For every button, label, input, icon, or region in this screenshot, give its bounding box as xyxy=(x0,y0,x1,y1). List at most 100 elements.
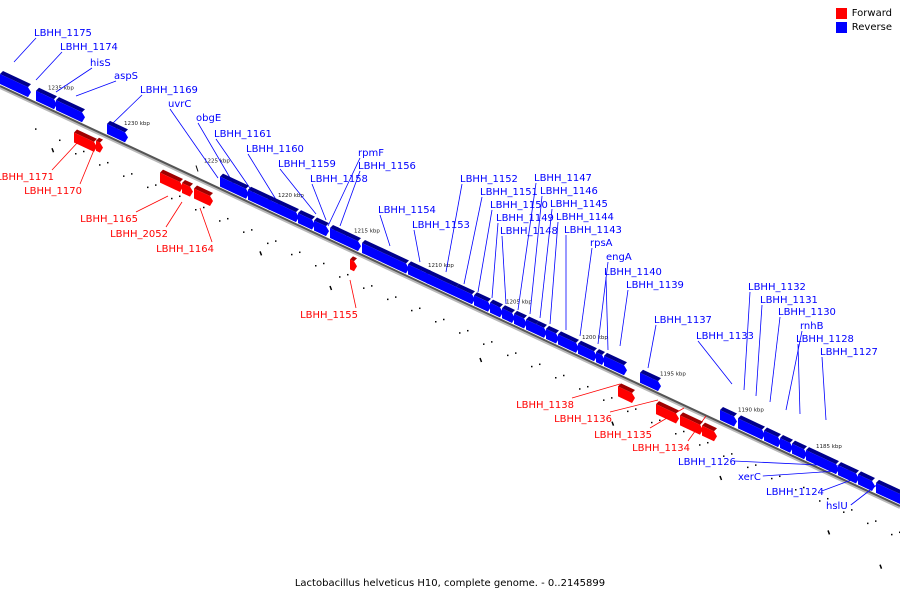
guide-dot xyxy=(851,509,853,511)
gene-reverse xyxy=(362,239,409,274)
leader-line xyxy=(327,157,361,227)
reverse-gene-label: LBHH_1175 xyxy=(34,28,92,39)
gene-top xyxy=(56,97,85,113)
gene-body xyxy=(490,302,503,318)
guide-dash xyxy=(827,530,831,535)
gene-reverse xyxy=(806,447,839,475)
leader-line xyxy=(13,37,37,63)
genome-caption: Lactobacillus helveticus H10, complete g… xyxy=(294,578,606,589)
leader-line xyxy=(755,304,763,397)
tail-gene-label: hslU xyxy=(826,501,848,512)
guide-dot xyxy=(539,363,541,366)
reverse-gene-label: LBHH_1144 xyxy=(556,212,614,223)
gene-reverse xyxy=(36,87,57,110)
gene-body xyxy=(298,213,315,230)
gene-top xyxy=(456,283,475,295)
guide-dot xyxy=(891,533,893,536)
gene-top xyxy=(876,479,900,495)
guide-dash xyxy=(329,285,333,291)
gene-body xyxy=(268,199,299,223)
legend-reverse: Reverse xyxy=(835,22,892,33)
gene-reverse xyxy=(596,349,605,365)
gene-top xyxy=(780,435,793,443)
guide-dot xyxy=(683,430,685,433)
gene-reverse xyxy=(536,321,547,338)
reverse-gene-label: LBHH_1169 xyxy=(140,85,198,96)
gene-reverse xyxy=(738,415,765,440)
forward-gene-label: LBHH_1171 xyxy=(0,172,54,183)
gene-body xyxy=(314,220,329,237)
reverse-gene-label: LBHH_1147 xyxy=(534,173,592,184)
guide-dot xyxy=(587,385,589,388)
forward-gene-label: LBHH_1134 xyxy=(632,443,690,454)
reverse-gene-label: hisS xyxy=(90,58,111,69)
leader-line xyxy=(135,195,169,213)
scale-tick-label: 1190 kbp xyxy=(738,408,764,414)
guide-dot xyxy=(843,511,845,513)
guide-dot xyxy=(315,265,317,267)
scale-tick-label: 1220 kbp xyxy=(278,193,304,199)
guide-dot xyxy=(147,186,149,189)
gene-reverse xyxy=(514,310,527,329)
reverse-gene-label: engA xyxy=(606,252,632,263)
gene-forward xyxy=(680,412,703,435)
guide-dot xyxy=(603,399,605,401)
forward-gene-label: LBHH_1136 xyxy=(554,414,612,425)
gene-top xyxy=(656,401,679,414)
gene-reverse xyxy=(0,71,31,98)
gene-reverse xyxy=(546,325,559,344)
gene-body xyxy=(74,132,97,152)
gene-body xyxy=(792,443,807,460)
guide-dot xyxy=(563,374,565,377)
guide-dot xyxy=(795,489,797,491)
reverse-gene-label: LBHH_1159 xyxy=(278,159,336,170)
gene-body xyxy=(160,172,183,193)
gene-top xyxy=(578,340,597,352)
forward-gene-label: LBHH_1155 xyxy=(300,310,358,321)
guide-dot xyxy=(419,307,421,310)
gene-forward xyxy=(702,422,717,442)
guide-dot xyxy=(579,388,581,390)
guide-dot xyxy=(467,329,469,332)
forward-gene-label: LBHH_1135 xyxy=(594,430,652,441)
gene-reverse xyxy=(314,217,329,237)
leader-line xyxy=(597,261,609,345)
gene-body xyxy=(558,334,579,353)
forward-gene-label: LBHH_1170 xyxy=(24,186,82,197)
gene-reverse xyxy=(490,299,503,318)
gene-body xyxy=(474,295,491,312)
gene-body xyxy=(806,450,839,475)
gene-body xyxy=(514,313,527,329)
gene-body xyxy=(876,482,900,505)
reverse-gene-label: LBHH_1150 xyxy=(490,200,548,211)
leader-line xyxy=(529,195,543,315)
gene-reverse xyxy=(220,173,249,199)
gene-body xyxy=(764,430,781,448)
legend-reverse-label: Reverse xyxy=(851,22,892,33)
legend-forward: Forward xyxy=(835,8,892,19)
gene-top xyxy=(314,217,329,227)
gene-reverse xyxy=(558,331,579,353)
gene-reverse xyxy=(838,462,859,484)
forward-gene-label: LBHH_2052 xyxy=(110,229,168,240)
gene-body xyxy=(408,264,431,284)
gene-forward xyxy=(74,129,97,152)
guide-dot xyxy=(275,240,277,242)
guide-dot xyxy=(731,453,733,455)
guide-dot xyxy=(515,352,517,354)
reverse-gene-label: LBHH_1133 xyxy=(696,331,754,342)
gene-forward xyxy=(160,169,183,193)
gene-body xyxy=(248,189,273,211)
gene-reverse xyxy=(792,440,807,460)
gene-body xyxy=(858,474,875,491)
reverse-gene-label: LBHH_1130 xyxy=(778,307,836,318)
scale-tick-label: 1230 kbp xyxy=(124,121,150,127)
gene-reverse xyxy=(502,305,515,323)
genome-axis xyxy=(0,85,900,507)
gene-reverse xyxy=(408,261,431,284)
leader-line xyxy=(379,214,391,247)
gene-forward xyxy=(194,185,213,207)
guide-dot xyxy=(875,520,877,522)
gene-top xyxy=(514,310,527,319)
guide-dash xyxy=(51,148,55,153)
